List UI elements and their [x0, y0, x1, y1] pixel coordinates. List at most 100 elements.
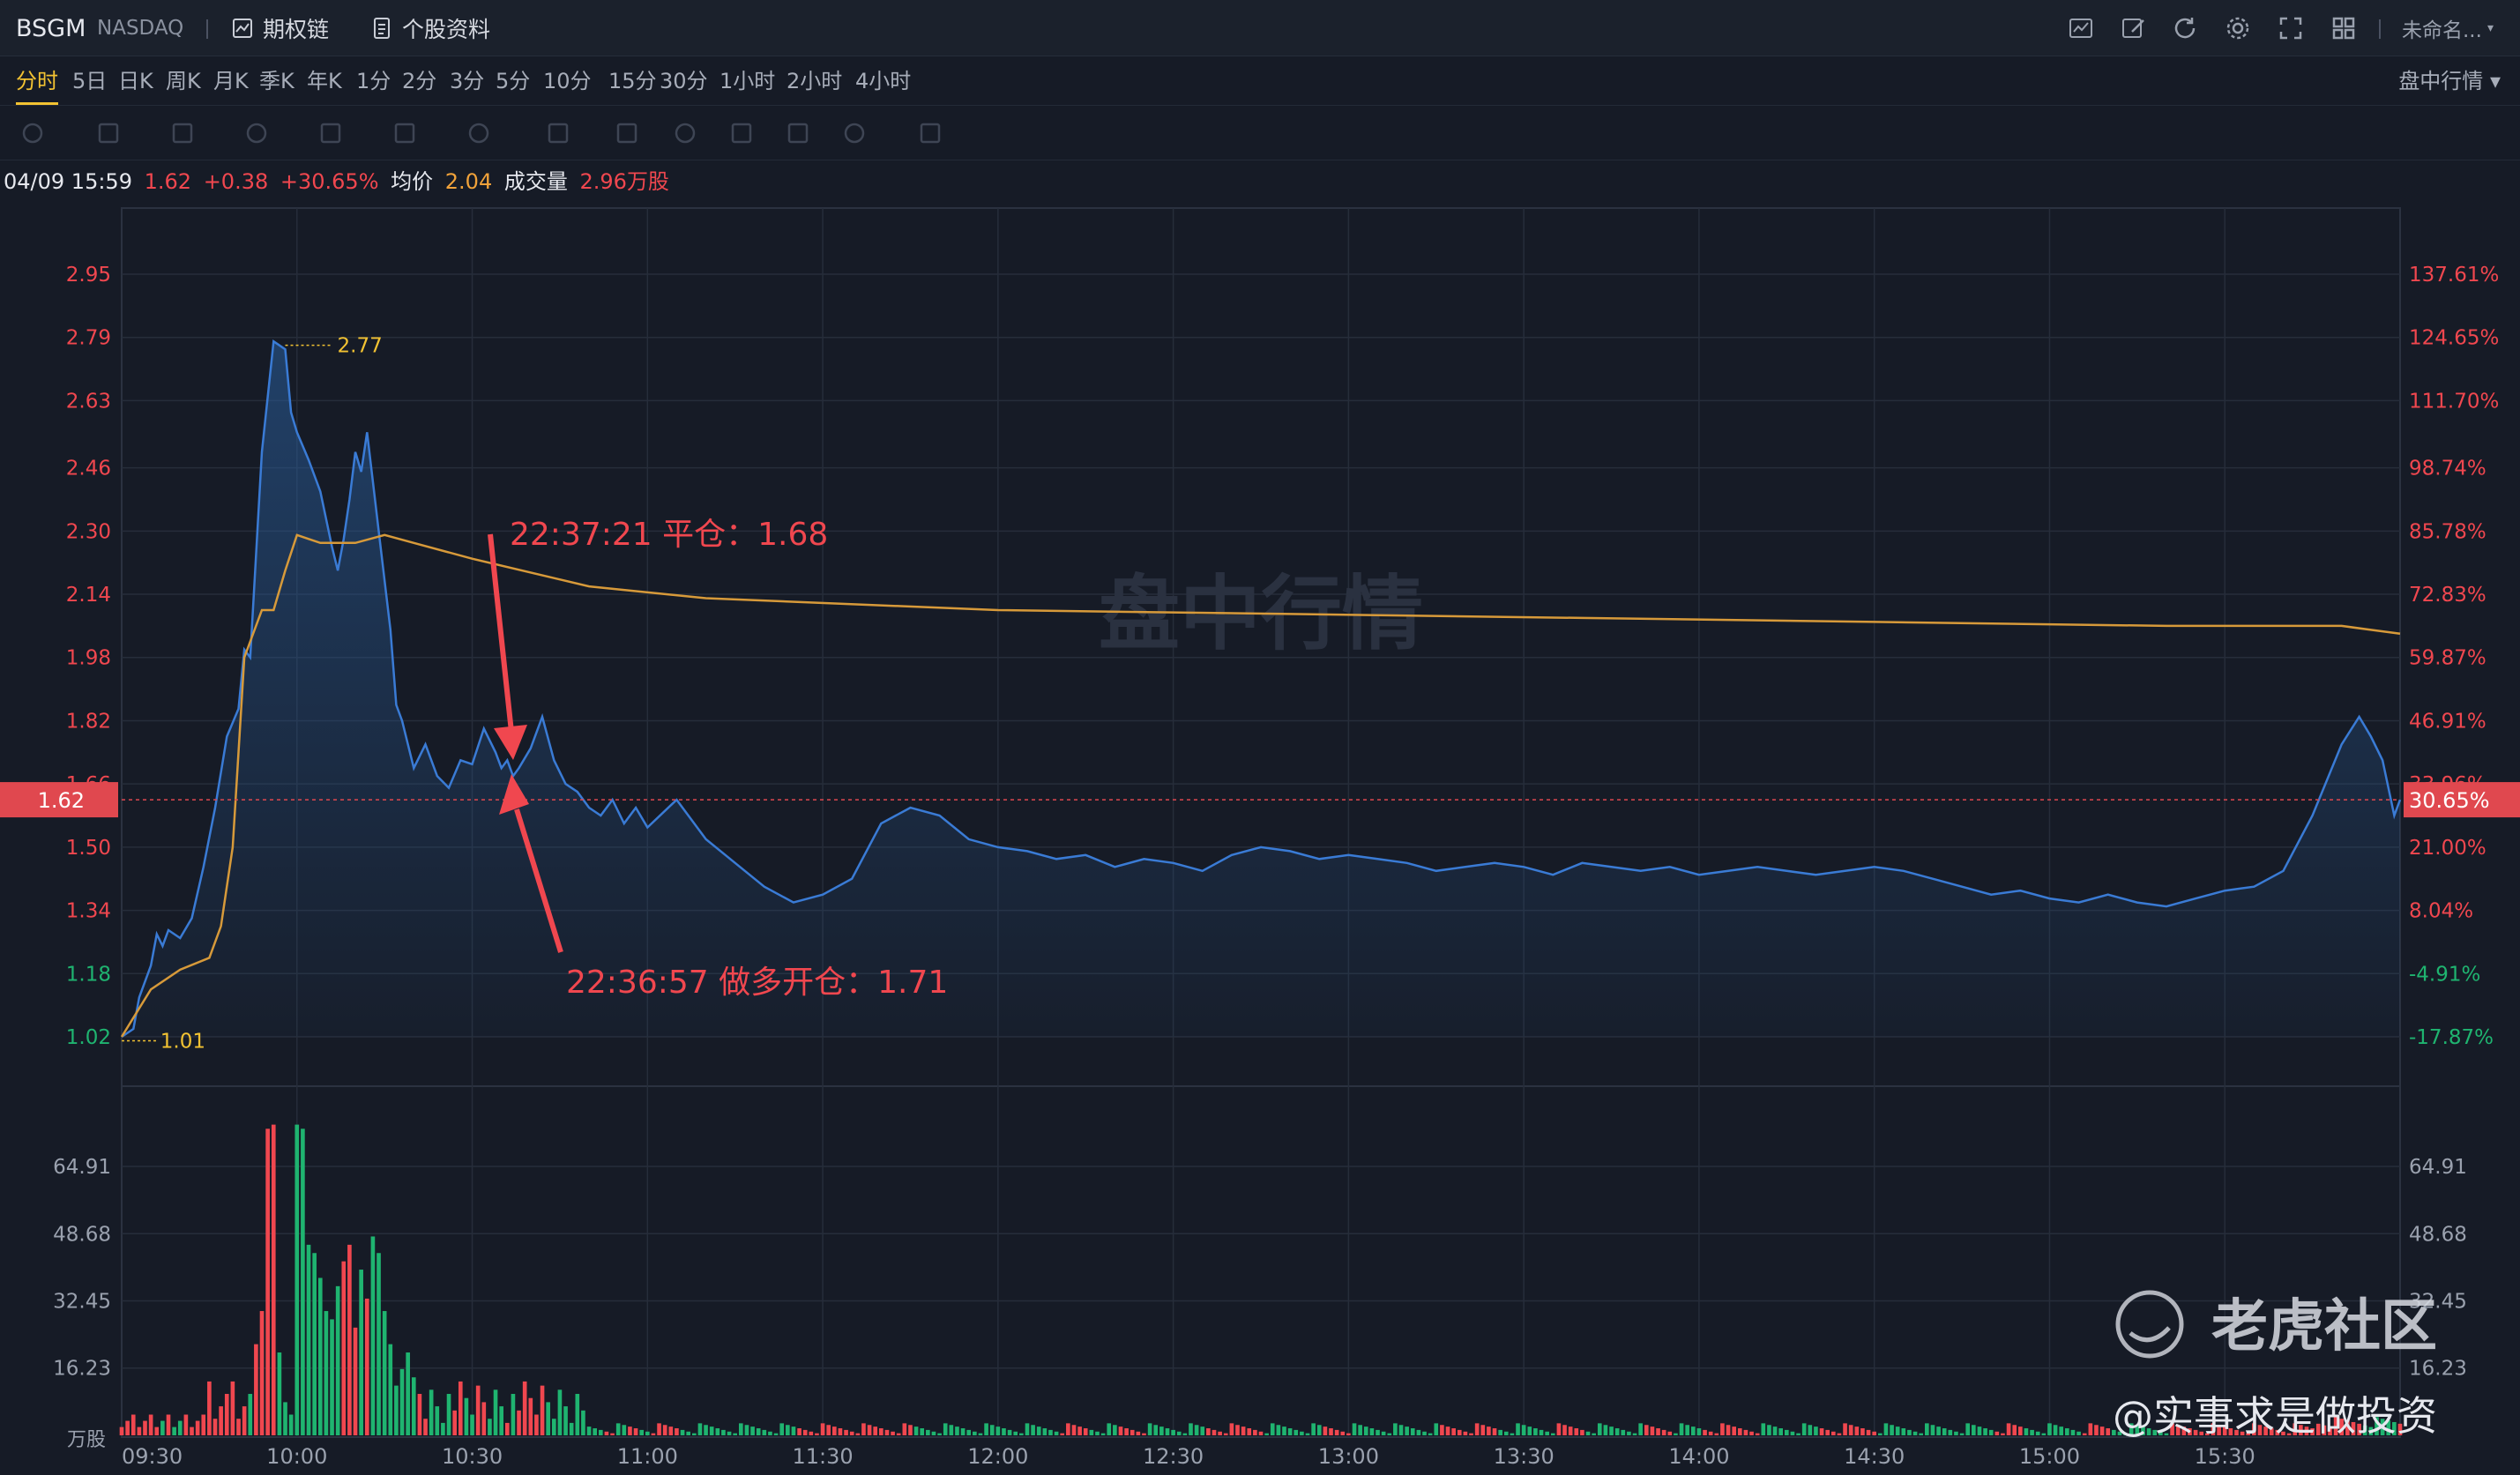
- volume-bar: [2059, 1427, 2064, 1435]
- tiger-logo-stroke: [2129, 1326, 2171, 1343]
- period-tab[interactable]: 年K: [307, 69, 342, 93]
- volume-bar: [762, 1429, 767, 1435]
- volume-bar: [849, 1431, 854, 1435]
- volume-bar: [1592, 1433, 1596, 1435]
- volume-bar: [1287, 1428, 1293, 1435]
- toolbar-divider: [206, 19, 208, 39]
- volume-bar: [1877, 1433, 1883, 1435]
- volume-bar: [989, 1425, 995, 1435]
- volume-bar: [2333, 1417, 2338, 1435]
- period-tab[interactable]: 30分: [660, 69, 708, 93]
- period-tab[interactable]: 月K: [213, 69, 249, 93]
- time-axis-tick: 09:30: [122, 1444, 183, 1469]
- layers-tool-icon[interactable]: [841, 120, 868, 146]
- volume-bar: [1843, 1423, 1847, 1435]
- volume-bar: [1743, 1429, 1748, 1435]
- period-tab[interactable]: 2分: [402, 69, 437, 93]
- period-tab[interactable]: 日K: [118, 69, 153, 93]
- volume-bar: [1316, 1425, 1322, 1435]
- volume-bar: [1936, 1427, 1941, 1435]
- fibonacci-tool-icon[interactable]: [243, 120, 270, 146]
- volume-bar: [1100, 1433, 1106, 1435]
- eye-tool-icon[interactable]: [728, 120, 755, 146]
- period-tab[interactable]: 3分: [450, 69, 485, 93]
- volume-bar: [2164, 1433, 2169, 1435]
- volume-bar: [423, 1419, 428, 1435]
- volume-bar: [2246, 1433, 2251, 1435]
- volume-bar: [1264, 1433, 1269, 1435]
- community-brand-name: 老虎社区: [2211, 1294, 2437, 1360]
- text-tool-icon[interactable]: [391, 120, 418, 146]
- volume-bar: [1282, 1427, 1286, 1435]
- period-tab[interactable]: 10分: [543, 69, 592, 93]
- stock-profile-button[interactable]: 个股资料: [370, 0, 490, 56]
- options-chain-button[interactable]: 期权链: [231, 0, 329, 56]
- market-mode-select[interactable]: 盘中行情 ▾: [2398, 69, 2501, 93]
- period-tab[interactable]: 4小时: [855, 69, 912, 93]
- ticker-symbol[interactable]: BSGM: [16, 14, 86, 42]
- magnet-tool-icon[interactable]: [785, 120, 811, 146]
- layout-grid-icon[interactable]: [2330, 14, 2358, 42]
- volume-bar: [271, 1124, 276, 1435]
- rectangle-tool-icon[interactable]: [95, 120, 122, 146]
- lock-tool-icon[interactable]: [672, 120, 698, 146]
- price-axis-tick-left: 1.18: [66, 963, 111, 986]
- volume-bar: [1294, 1429, 1299, 1435]
- annotation-arrow-shaft: [514, 808, 563, 953]
- volume-bar: [2188, 1428, 2192, 1435]
- period-tab[interactable]: 分时: [16, 56, 58, 105]
- volume-bar: [1954, 1431, 1958, 1435]
- pattern-tool-icon[interactable]: [169, 120, 196, 146]
- period-tab[interactable]: 季K: [259, 69, 294, 93]
- workspace-select[interactable]: 未命名... ▾: [2402, 0, 2494, 56]
- period-tab[interactable]: 5日: [72, 69, 108, 93]
- intraday-chart[interactable]: 盘中行情2.771.012.952.792.632.462.302.141.98…: [0, 199, 2520, 1475]
- period-tab[interactable]: 周K: [166, 69, 201, 93]
- period-tab[interactable]: 1小时: [719, 69, 776, 93]
- options-chain-label: 期权链: [263, 17, 330, 42]
- measure-tool-icon[interactable]: [545, 120, 571, 146]
- label-tool-icon[interactable]: [466, 120, 492, 146]
- price-axis-tick-left: 2.46: [66, 458, 111, 480]
- volume-bar: [1994, 1431, 2000, 1435]
- volume-bar: [283, 1402, 287, 1435]
- volume-bar: [902, 1423, 907, 1435]
- fullscreen-icon[interactable]: [2277, 14, 2305, 42]
- volume-bar: [504, 1422, 510, 1435]
- volume-bar: [1253, 1429, 1257, 1435]
- settings-gear-icon[interactable]: [2224, 14, 2252, 42]
- period-tab[interactable]: 1分: [356, 69, 391, 93]
- edit-icon[interactable]: [2120, 14, 2148, 42]
- trendline-tool-icon[interactable]: [19, 120, 46, 146]
- period-tab[interactable]: 2小时: [787, 69, 843, 93]
- time-axis-tick: 12:00: [967, 1444, 1028, 1469]
- avg-price-label: 均价: [391, 169, 434, 194]
- volume-bar: [1007, 1429, 1012, 1435]
- volume-bar: [195, 1420, 200, 1435]
- period-tab[interactable]: 5分: [496, 69, 531, 93]
- volume-bar: [1176, 1431, 1182, 1435]
- refresh-icon[interactable]: [2171, 14, 2199, 42]
- volume-bar: [2234, 1429, 2239, 1435]
- volume-bar: [143, 1420, 147, 1435]
- volume-bar: [1334, 1429, 1339, 1435]
- pencil-tool-icon[interactable]: [614, 120, 640, 146]
- volume-bar: [2088, 1423, 2093, 1435]
- volume-bar: [1066, 1423, 1070, 1435]
- volume-bar: [2141, 1427, 2145, 1435]
- volume-bar: [1708, 1431, 1713, 1435]
- volume-bar: [1113, 1425, 1117, 1435]
- volume-bar: [1661, 1429, 1666, 1435]
- volume-bar: [1988, 1429, 1994, 1435]
- volume-bar: [809, 1431, 814, 1435]
- period-tab[interactable]: 15分: [608, 69, 657, 93]
- cursor-tool-icon[interactable]: [317, 120, 344, 146]
- chart-type-icon[interactable]: [2067, 14, 2095, 42]
- volume-bar: [686, 1431, 691, 1435]
- volume-bar: [1089, 1429, 1094, 1435]
- volume-bar: [2152, 1429, 2158, 1435]
- volume-bar: [1159, 1427, 1164, 1435]
- trash-tool-icon[interactable]: [917, 120, 943, 146]
- volume-bar: [411, 1377, 416, 1435]
- low-price-label: 1.01: [160, 1030, 205, 1053]
